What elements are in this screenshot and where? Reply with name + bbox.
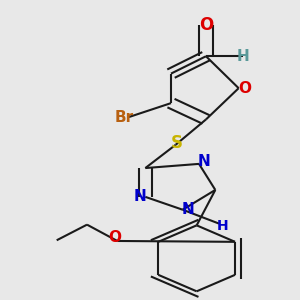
- Text: O: O: [108, 230, 121, 245]
- Text: N: N: [134, 189, 146, 204]
- Text: S: S: [171, 134, 183, 152]
- Text: H: H: [237, 49, 250, 64]
- Text: N: N: [197, 154, 210, 169]
- Text: N: N: [182, 202, 195, 217]
- Text: O: O: [199, 16, 213, 34]
- Text: O: O: [239, 81, 252, 96]
- Text: H: H: [217, 219, 229, 233]
- Text: Br: Br: [115, 110, 134, 124]
